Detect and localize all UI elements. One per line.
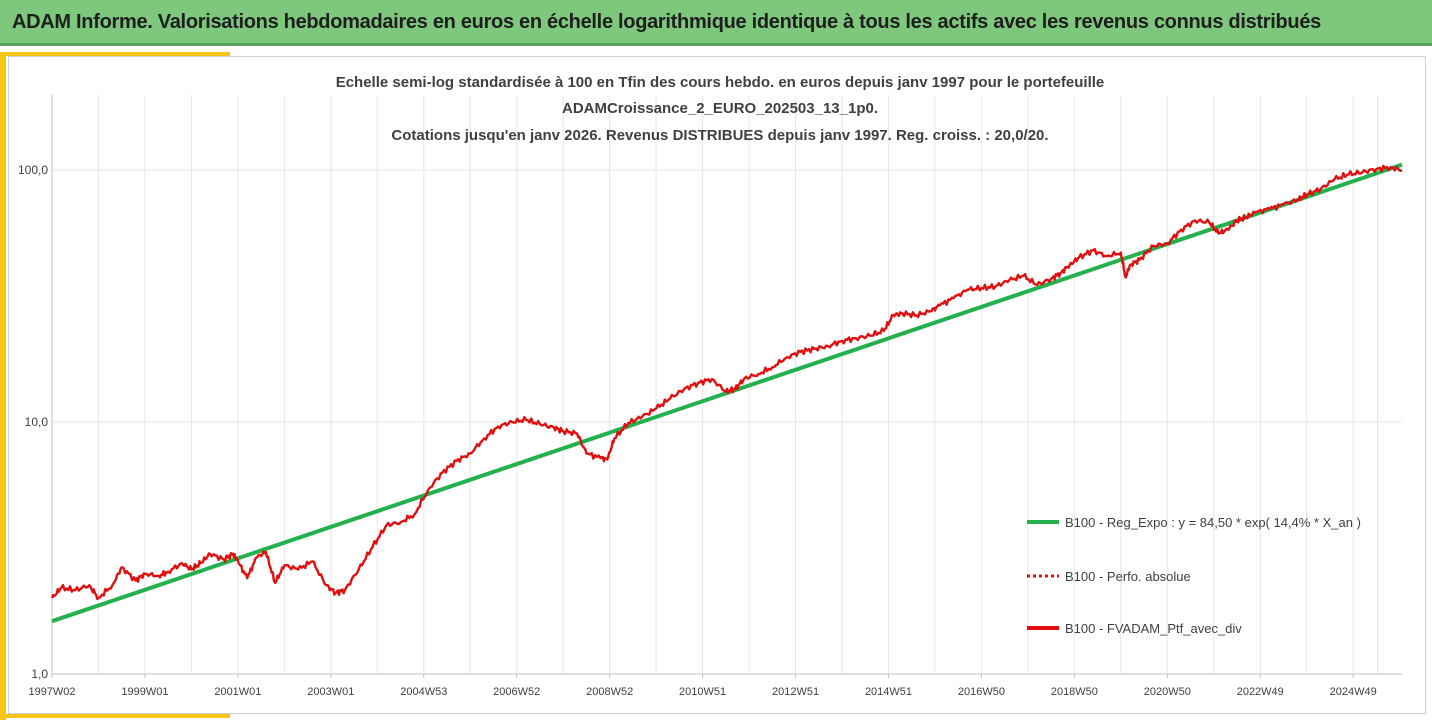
x-tick-label: 2020W50	[1144, 686, 1191, 698]
x-tick-label: 2010W51	[679, 686, 726, 698]
x-tick-label: 1999W01	[121, 686, 168, 698]
title-banner: ADAM Informe. Valorisations hebdomadaire…	[0, 0, 1432, 46]
chart-title: Echelle semi-log standardisée à 100 en T…	[336, 74, 1105, 144]
x-tick-label: 2018W50	[1051, 686, 1098, 698]
grid-lines	[52, 95, 1402, 675]
x-tick-label: 2024W49	[1330, 686, 1377, 698]
x-tick-label: 2012W51	[772, 686, 819, 698]
y-tick-label: 100,0	[18, 163, 48, 177]
legend-label-reg-expo: B100 - Reg_Expo : y = 84,50 * exp( 14,4%…	[1065, 515, 1361, 530]
chart-title-line-1: Echelle semi-log standardisée à 100 en T…	[336, 74, 1105, 91]
y-tick-label: 10,0	[25, 415, 49, 429]
x-tick-label: 2004W53	[400, 686, 447, 698]
x-tick-label: 2016W50	[958, 686, 1005, 698]
legend-label-fvadam: B100 - FVADAM_Ptf_avec_div	[1065, 621, 1242, 636]
chart-frame	[8, 56, 1426, 714]
x-tick-label: 2008W52	[586, 686, 633, 698]
legend-label-perfo-absolue: B100 - Perfo. absolue	[1065, 569, 1191, 584]
accent-bar-left	[0, 52, 6, 720]
x-tick-label: 2001W01	[214, 686, 261, 698]
x-tick-label: 1997W02	[28, 686, 75, 698]
series-fvadam-line	[50, 164, 1403, 601]
axes: 1,0 10,0 100,0 1997W02 1999W01 2001W01 2003W01…	[18, 95, 1402, 698]
y-tick-label: 1,0	[31, 667, 48, 681]
chart-title-line-2: ADAMCroissance_2_EURO_202503_13_1p0.	[562, 100, 878, 117]
accent-bar-bottom	[0, 714, 230, 718]
banner-title: ADAM Informe. Valorisations hebdomadaire…	[12, 11, 1321, 33]
x-tick-label: 2006W52	[493, 686, 540, 698]
accent-bar-top	[0, 52, 230, 56]
x-tick-label: 2014W51	[865, 686, 912, 698]
x-tick-label: 2003W01	[307, 686, 354, 698]
legend: B100 - Reg_Expo : y = 84,50 * exp( 14,4%…	[1027, 515, 1361, 636]
chart-title-line-3: Cotations jusqu'en janv 2026. Revenus DI…	[391, 127, 1048, 144]
series-layer	[50, 162, 1403, 624]
x-tick-label: 2022W49	[1237, 686, 1284, 698]
